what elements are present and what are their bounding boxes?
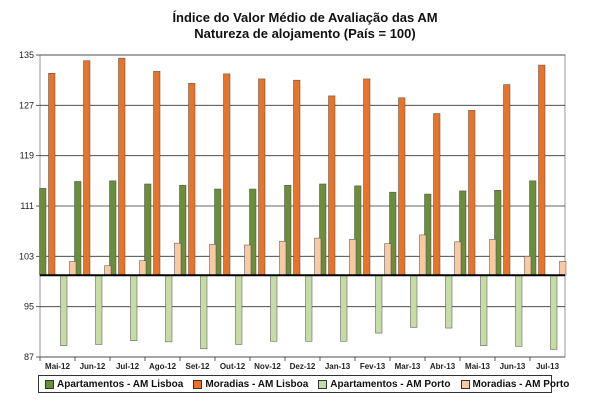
bar bbox=[130, 274, 138, 341]
chart-title: Índice do Valor Médio de Avaliação das A… bbox=[172, 10, 438, 25]
bar bbox=[433, 113, 441, 276]
bar bbox=[118, 57, 126, 276]
bar bbox=[104, 265, 112, 276]
bar bbox=[244, 244, 252, 276]
y-tick-label: 103 bbox=[19, 251, 34, 261]
x-category-label: Nov-12 bbox=[254, 362, 281, 371]
y-tick-label: 119 bbox=[20, 151, 34, 161]
chart-subtitle: Natureza de alojamento (País = 100) bbox=[194, 26, 416, 41]
bar bbox=[340, 274, 348, 342]
bar bbox=[489, 239, 497, 276]
bar bbox=[468, 110, 476, 276]
bar bbox=[153, 71, 161, 276]
bar bbox=[410, 274, 418, 328]
bar bbox=[398, 97, 406, 276]
legend-swatch bbox=[45, 379, 54, 389]
x-category-label: Jul-13 bbox=[536, 362, 560, 371]
bar bbox=[445, 274, 453, 329]
x-category-label: Out-12 bbox=[220, 362, 246, 371]
x-category-label: Jan-13 bbox=[325, 362, 351, 371]
bar bbox=[39, 188, 47, 276]
legend-swatch bbox=[460, 379, 470, 389]
bar bbox=[293, 79, 301, 276]
legend-label: Moradias - AM Lisboa bbox=[205, 378, 309, 390]
bar bbox=[200, 274, 208, 350]
legend-label: Apartamentos - AM Lisboa bbox=[57, 378, 184, 390]
legend-item: Apartamentos - AM Porto bbox=[318, 378, 451, 390]
bar bbox=[235, 274, 243, 345]
bar bbox=[165, 274, 173, 343]
x-category-label: Jun-12 bbox=[80, 362, 106, 371]
x-category-label: Ago-12 bbox=[149, 362, 177, 371]
x-category-label: Set-12 bbox=[185, 362, 210, 371]
bar bbox=[550, 274, 558, 350]
bar bbox=[419, 234, 427, 276]
legend-item: Moradias - AM Porto bbox=[460, 378, 570, 390]
bar bbox=[515, 274, 523, 347]
bar bbox=[454, 241, 462, 276]
bar bbox=[83, 60, 91, 276]
legend-item: Apartamentos - AM Lisboa bbox=[45, 379, 183, 390]
bar bbox=[188, 83, 196, 276]
x-category-label: Fev-13 bbox=[360, 362, 386, 371]
legend-item: Moradias - AM Lisboa bbox=[193, 379, 308, 390]
chart-legend: Apartamentos - AM Lisboa Moradias - AM Li… bbox=[38, 375, 569, 393]
bar bbox=[60, 274, 68, 346]
bar bbox=[95, 274, 103, 345]
bar bbox=[305, 274, 313, 342]
y-tick-label: 87 bbox=[24, 352, 34, 362]
y-tick-label: 135 bbox=[19, 50, 34, 60]
bar bbox=[223, 73, 231, 276]
x-category-label: Mai-12 bbox=[45, 362, 70, 371]
bar bbox=[375, 274, 383, 334]
bar bbox=[538, 64, 546, 276]
x-category-label: Dez-12 bbox=[290, 362, 316, 371]
bar bbox=[48, 72, 56, 276]
bar bbox=[174, 242, 182, 276]
bar bbox=[524, 256, 532, 276]
bar bbox=[349, 239, 357, 276]
x-category-label: Mar-13 bbox=[395, 362, 421, 371]
y-tick-label: 111 bbox=[20, 201, 34, 211]
bar bbox=[109, 180, 117, 276]
bar bbox=[328, 95, 336, 276]
y-tick-label: 127 bbox=[19, 100, 34, 110]
y-tick-label: 95 bbox=[24, 302, 34, 312]
legend-swatch bbox=[318, 379, 328, 389]
bar bbox=[270, 274, 278, 342]
bar bbox=[314, 237, 322, 276]
legend-label: Moradias - AM Porto bbox=[472, 378, 570, 390]
bar bbox=[69, 261, 77, 276]
bar bbox=[559, 261, 567, 276]
x-category-label: Jul-12 bbox=[116, 362, 140, 371]
bar bbox=[209, 244, 217, 276]
x-category-label: Abr-13 bbox=[430, 362, 456, 371]
x-category-label: Jun-13 bbox=[500, 362, 526, 371]
bar bbox=[258, 78, 266, 276]
legend-label: Apartamentos - AM Porto bbox=[330, 378, 451, 390]
bar bbox=[384, 243, 392, 276]
bar bbox=[480, 274, 488, 346]
bar bbox=[503, 84, 511, 276]
bar bbox=[139, 260, 147, 276]
x-category-label: Mai-13 bbox=[465, 362, 490, 371]
legend-swatch bbox=[193, 379, 203, 389]
bar bbox=[279, 240, 287, 276]
bar bbox=[363, 78, 371, 276]
